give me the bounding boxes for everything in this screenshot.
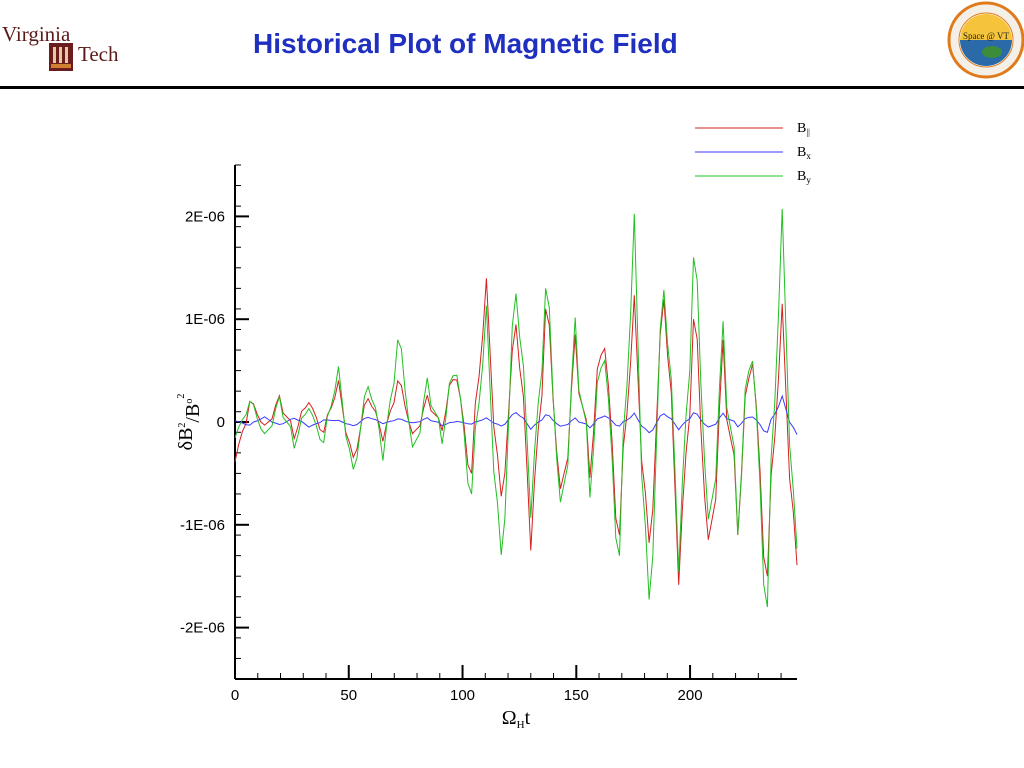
axes: -2E-06 -1E-06 0 1E-06 2E-06 0 50 100 150 200 [180,164,797,704]
logo-virginia-text: Virginia [2,22,71,46]
space-vt-seal-logo: Space @ VT [947,1,1024,79]
legend-label: Bx [797,145,811,161]
x-tick-label: 0 [231,687,239,704]
plot-lines [234,208,798,608]
legend-label: B|| [797,121,810,137]
y-tick-label: -1E-06 [180,517,225,534]
series-line-by [234,208,798,608]
x-tick-label: 200 [678,687,703,704]
page-title: Historical Plot of Magnetic Field [253,28,678,59]
title-divider [0,86,1024,89]
x-tick-label: 50 [340,687,357,704]
vt-shield-icon [49,43,73,71]
y-axis-label: δB2/Bo2 [175,394,204,451]
x-tick-label: 150 [564,687,589,704]
series-line-b [234,278,798,585]
series-line-bx [234,394,798,435]
y-tick-label: 0 [217,414,225,431]
x-tick-label: 100 [450,687,475,704]
x-axis-label: ΩHt [502,707,531,731]
logo-tech-text: Tech [78,42,119,66]
y-tick-label: -2E-06 [180,620,225,637]
y-tick-label: 2E-06 [185,208,225,225]
legend-label: By [797,169,811,185]
seal-text: Space @ VT [963,31,1010,41]
legend: B|| Bx By [695,121,811,185]
virginia-tech-logo: Virginia Tech [0,20,130,80]
y-tick-label: 1E-06 [185,311,225,328]
